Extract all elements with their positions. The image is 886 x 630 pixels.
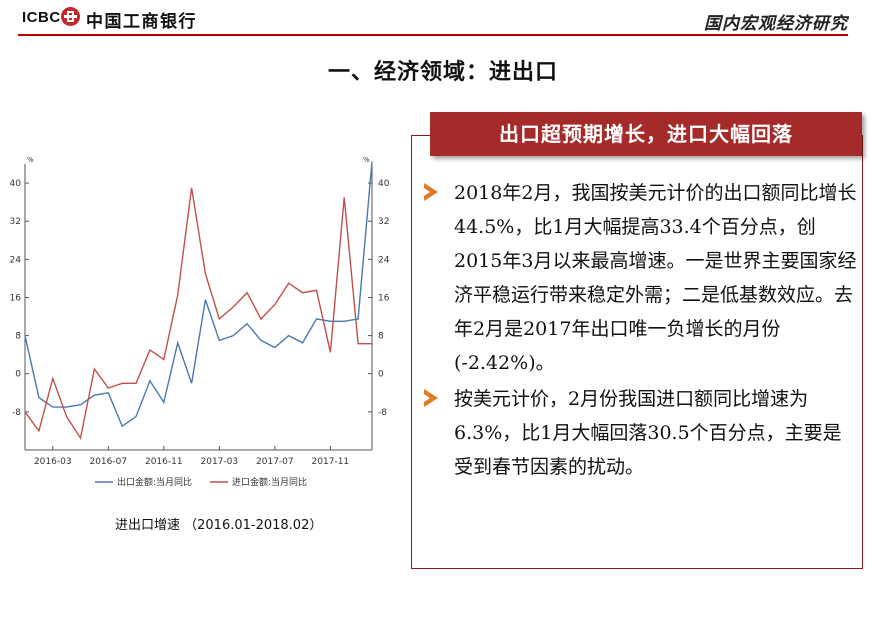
y-tick-label-left: 0 (15, 370, 21, 380)
y-tick-label-right: -8 (378, 408, 387, 418)
series-line-import (24, 187, 372, 440)
y-tick-label-left: 32 (10, 217, 21, 227)
x-tick-label: 2017-11 (312, 457, 350, 467)
arrow-bullet-icon (424, 389, 438, 407)
logo-text: ICBC (22, 9, 61, 26)
x-tick-label: 2017-03 (201, 457, 239, 467)
y-tick-label-left: 40 (10, 179, 22, 189)
x-tick-label: 2016-07 (89, 457, 127, 467)
arrow-bullet-icon (424, 183, 438, 201)
y-tick-label-right: 24 (378, 255, 390, 265)
report-title: 国内宏观经济研究 (704, 14, 848, 34)
x-tick-label: 2016-11 (145, 457, 183, 467)
y-tick-label-right: 0 (378, 370, 384, 380)
chart-caption: 进出口增速 （2016.01-2018.02） (115, 518, 323, 533)
y-tick-label-right: 16 (378, 293, 390, 303)
bullet-item-import: 按美元计价，2月份我国进口额同比增速为6.3%，比1月大幅回落30.5个百分点，… (420, 382, 858, 484)
header-divider (18, 34, 848, 36)
trade-growth-chart: % % -8 -8 0 0 8 8 16 16 24 24 32 32 40 40 2016-03 2016-07… (10, 156, 390, 488)
y-tick-label-left: 16 (10, 293, 22, 303)
y-unit-left: % (27, 156, 34, 164)
legend-label: 进口金额:当月同比 (232, 476, 307, 488)
page-title: 一、经济领域：进出口 (327, 60, 558, 85)
y-tick-label-left: 24 (10, 255, 22, 265)
y-unit-right: % (363, 156, 370, 164)
bullet-list: 2018年2月，我国按美元计价的出口额同比增长44.5%，比1月大幅提高33.4… (420, 176, 858, 486)
y-tick-label-right: 32 (378, 217, 389, 227)
slide-header: ICBC 中国工商银行 国内宏观经济研究 (0, 0, 886, 46)
legend-label: 出口金额:当月同比 (117, 476, 192, 488)
y-tick-label-right: 8 (378, 332, 384, 342)
bullet-text-export: 2018年2月，我国按美元计价的出口额同比增长44.5%，比1月大幅提高33.4… (454, 182, 857, 374)
y-tick-label-right: 40 (378, 179, 390, 189)
series-line-export (24, 161, 373, 428)
bullet-item-export: 2018年2月，我国按美元计价的出口额同比增长44.5%，比1月大幅提高33.4… (420, 176, 858, 380)
bank-name: 中国工商银行 (86, 12, 197, 32)
icbc-logo-icon (61, 7, 80, 26)
panel-banner: 出口超预期增长，进口大幅回落 (430, 112, 862, 156)
y-tick-label-left: -8 (12, 408, 21, 418)
x-tick-label: 2017-07 (256, 457, 294, 467)
bullet-text-import: 按美元计价，2月份我国进口额同比增速为6.3%，比1月大幅回落30.5个百分点，… (454, 388, 842, 478)
x-tick-label: 2016-03 (34, 457, 72, 467)
y-tick-label-left: 8 (15, 332, 21, 342)
